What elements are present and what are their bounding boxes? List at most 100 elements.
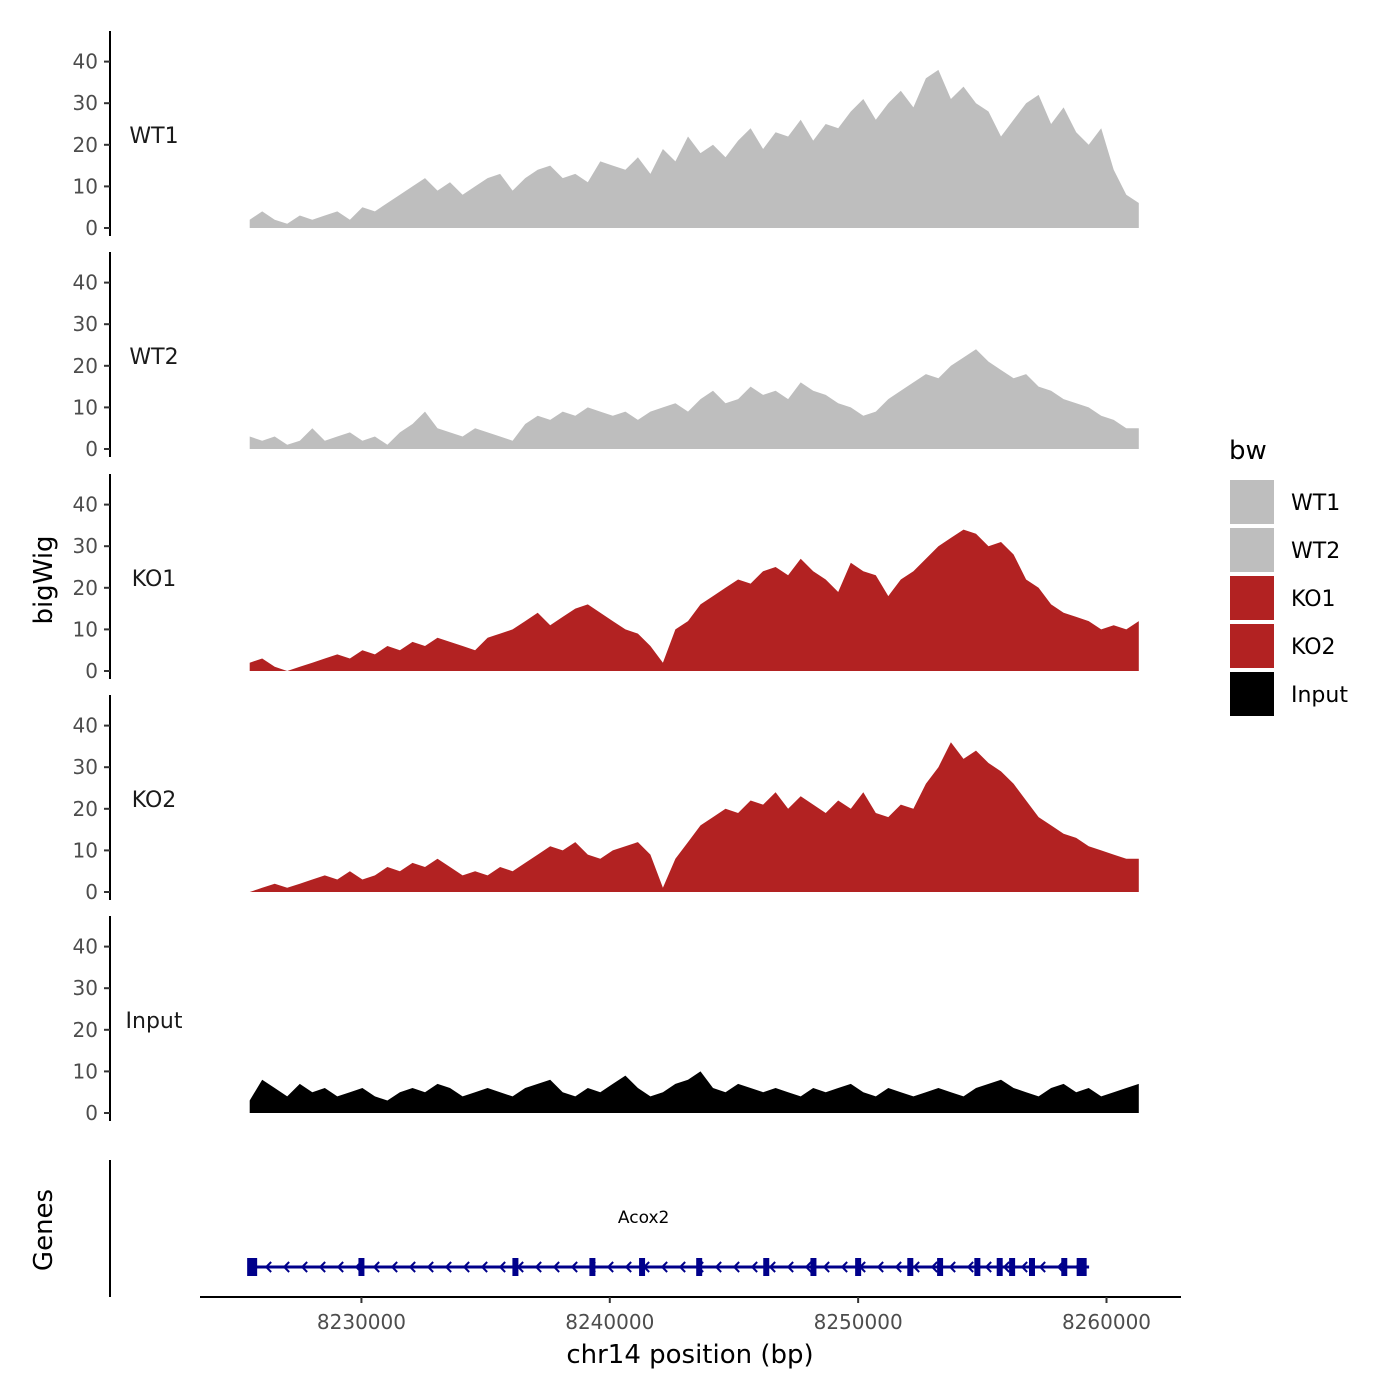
strand-chevron xyxy=(426,1261,434,1273)
y-tick-label: 20 xyxy=(73,133,98,157)
legend-label: KO1 xyxy=(1291,587,1336,612)
y-tick-label: 10 xyxy=(73,617,98,641)
gene-exon xyxy=(358,1258,365,1276)
y-tick-label: 10 xyxy=(73,395,98,419)
gene-axis-title: Genes xyxy=(29,1189,59,1271)
strand-chevron xyxy=(498,1261,506,1273)
strand-chevron xyxy=(624,1261,632,1273)
strand-chevron xyxy=(930,1261,938,1273)
legend-label: WT1 xyxy=(1291,491,1340,516)
gene-exon xyxy=(639,1258,646,1276)
strand-chevron xyxy=(804,1261,812,1273)
legend-item-input: Input xyxy=(1230,672,1348,716)
legend-item-wt2: WT2 xyxy=(1230,528,1340,572)
gene-exon xyxy=(1009,1258,1016,1276)
y-tick-label: 0 xyxy=(85,659,98,683)
y-tick-label: 30 xyxy=(73,976,98,1000)
strand-chevron xyxy=(534,1261,542,1273)
strand-chevron xyxy=(984,1261,992,1273)
x-tick-label: 8230000 xyxy=(317,1310,406,1334)
x-axis-title: chr14 position (bp) xyxy=(566,1340,813,1370)
strand-chevron xyxy=(444,1261,452,1273)
gene-exon xyxy=(810,1258,817,1276)
legend-label: KO2 xyxy=(1291,635,1336,660)
strand-chevron xyxy=(750,1261,758,1273)
strand-chevron xyxy=(714,1261,722,1273)
legend-item-ko2: KO2 xyxy=(1230,624,1336,668)
legend: WT1 WT2 KO1 KO2 Input xyxy=(1230,480,1348,716)
y-tick-label: 0 xyxy=(85,880,98,904)
area-series-ko1 xyxy=(249,529,1139,671)
gene-exon xyxy=(974,1258,981,1276)
y-tick-label: 30 xyxy=(73,534,98,558)
strand-chevron xyxy=(678,1261,686,1273)
track-panel-ko1: 0 10 20 30 40 KO1 xyxy=(73,474,1139,683)
y-tick-label: 20 xyxy=(73,1018,98,1042)
gene-exon xyxy=(512,1258,519,1276)
track-panel-input: 0 10 20 30 40 Input xyxy=(73,916,1139,1125)
track-label-input: Input xyxy=(126,1009,183,1034)
legend-swatch xyxy=(1230,480,1274,524)
strand-chevron xyxy=(786,1261,794,1273)
y-tick-label: 40 xyxy=(73,714,98,738)
legend-swatch xyxy=(1230,528,1274,572)
legend-label: WT2 xyxy=(1291,539,1340,564)
gene-acox2: Acox2 xyxy=(247,1208,1090,1276)
y-tick-label: 40 xyxy=(73,493,98,517)
legend-swatch xyxy=(1230,672,1274,716)
gene-exon xyxy=(1028,1258,1035,1276)
y-tick-label: 40 xyxy=(73,50,98,74)
y-tick-label: 0 xyxy=(85,216,98,240)
strand-chevron xyxy=(390,1261,398,1273)
track-panel-ko2: 0 10 20 30 40 KO2 xyxy=(73,695,1139,904)
y-tick-label: 10 xyxy=(73,838,98,862)
y-tick-label: 40 xyxy=(73,935,98,959)
track-label-wt2: WT2 xyxy=(129,345,178,370)
strand-chevron xyxy=(1020,1261,1028,1273)
strand-chevron xyxy=(318,1261,326,1273)
strand-chevron xyxy=(966,1261,974,1273)
gene-exon xyxy=(996,1258,1003,1276)
gene-exon xyxy=(589,1258,596,1276)
y-tick-label: 0 xyxy=(85,1101,98,1125)
area-series-wt1 xyxy=(249,69,1139,229)
gene-name-label: Acox2 xyxy=(618,1208,669,1228)
strand-chevron xyxy=(948,1261,956,1273)
x-tick-label: 8240000 xyxy=(565,1310,654,1334)
strand-chevron xyxy=(894,1261,902,1273)
y-tick-label: 30 xyxy=(73,312,98,336)
track-label-ko2: KO2 xyxy=(132,788,177,813)
strand-chevron xyxy=(408,1261,416,1273)
y-axis-title: bigWig xyxy=(29,535,59,624)
strand-chevron xyxy=(912,1261,920,1273)
strand-chevron xyxy=(732,1261,740,1273)
gene-exon xyxy=(855,1258,862,1276)
strand-chevron xyxy=(300,1261,308,1273)
gene-exon xyxy=(1076,1258,1087,1276)
strand-chevron xyxy=(606,1261,614,1273)
gene-exon xyxy=(247,1258,258,1276)
y-tick-label: 10 xyxy=(73,174,98,198)
legend-swatch xyxy=(1230,624,1274,668)
strand-chevron xyxy=(840,1261,848,1273)
y-tick-label: 20 xyxy=(73,797,98,821)
strand-chevron xyxy=(1002,1261,1010,1273)
strand-chevron xyxy=(264,1261,272,1273)
area-series-input xyxy=(249,1071,1139,1113)
legend-item-wt1: WT1 xyxy=(1230,480,1340,524)
strand-chevron xyxy=(480,1261,488,1273)
track-label-ko1: KO1 xyxy=(132,567,177,592)
track-panel-wt2: 0 10 20 30 40 WT2 xyxy=(73,252,1139,461)
gene-track: Acox2 xyxy=(109,1160,1090,1297)
x-tick-label: 8260000 xyxy=(1062,1310,1151,1334)
legend-swatch xyxy=(1230,576,1274,620)
legend-title: bw xyxy=(1229,436,1267,466)
y-tick-label: 10 xyxy=(73,1059,98,1083)
y-tick-label: 0 xyxy=(85,437,98,461)
strand-chevron xyxy=(372,1261,380,1273)
area-series-wt2 xyxy=(249,349,1139,449)
strand-chevron xyxy=(552,1261,560,1273)
strand-chevron xyxy=(876,1261,884,1273)
strand-chevron xyxy=(282,1261,290,1273)
legend-label: Input xyxy=(1291,683,1348,708)
